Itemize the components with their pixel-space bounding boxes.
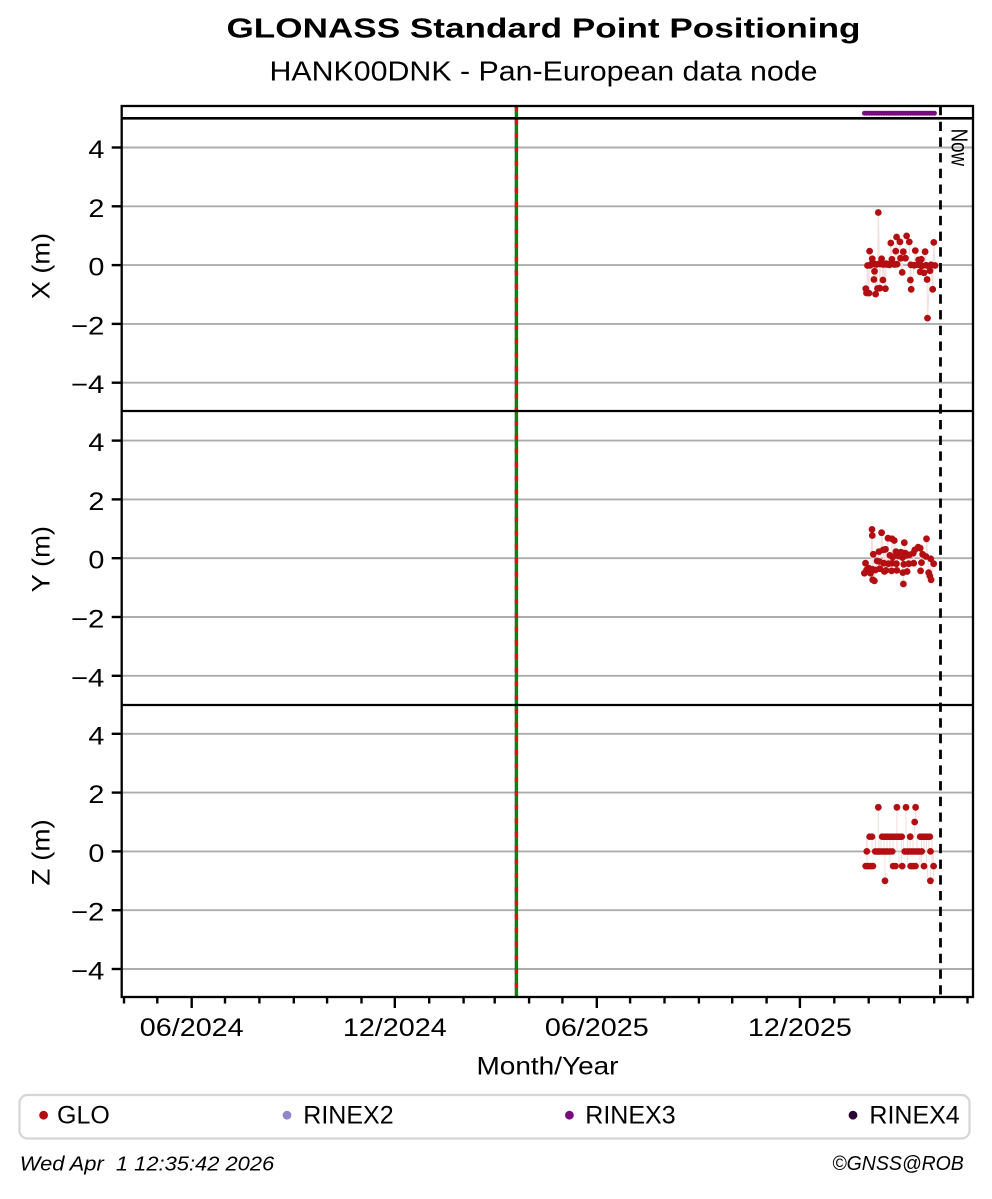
svg-text:RINEX2: RINEX2 — [303, 1101, 393, 1129]
svg-text:0: 0 — [88, 547, 104, 575]
svg-text:2: 2 — [88, 195, 104, 223]
svg-text:4: 4 — [88, 136, 104, 164]
svg-text:X (m): X (m) — [28, 233, 56, 299]
svg-text:Month/Year: Month/Year — [477, 1053, 619, 1081]
svg-text:12/2025: 12/2025 — [748, 1014, 852, 1042]
svg-text:Wed Apr 1 12:35:42 2026: Wed Apr 1 12:35:42 2026 — [20, 1154, 275, 1176]
svg-text:−2: −2 — [71, 606, 105, 634]
svg-text:Z (m): Z (m) — [28, 819, 56, 885]
svg-text:4: 4 — [88, 429, 104, 457]
svg-text:0: 0 — [88, 840, 104, 868]
svg-text:GLONASS Standard Point Positio: GLONASS Standard Point Positioning — [227, 13, 861, 44]
svg-text:Now: Now — [946, 129, 972, 167]
svg-text:2: 2 — [88, 488, 104, 516]
svg-text:©GNSS@ROB: ©GNSS@ROB — [832, 1153, 964, 1175]
svg-text:−4: −4 — [71, 371, 105, 399]
svg-text:0: 0 — [88, 254, 104, 282]
svg-text:GLO: GLO — [57, 1101, 110, 1129]
svg-text:4: 4 — [88, 722, 104, 750]
svg-text:−2: −2 — [71, 899, 105, 927]
svg-text:06/2025: 06/2025 — [545, 1014, 649, 1042]
svg-text:−4: −4 — [71, 664, 105, 692]
svg-text:RINEX3: RINEX3 — [585, 1101, 675, 1129]
svg-text:Y (m): Y (m) — [28, 526, 56, 592]
svg-text:RINEX4: RINEX4 — [869, 1101, 959, 1129]
svg-text:12/2024: 12/2024 — [343, 1014, 447, 1042]
svg-text:−4: −4 — [71, 958, 105, 986]
svg-text:06/2024: 06/2024 — [140, 1014, 244, 1042]
svg-text:2: 2 — [88, 781, 104, 809]
svg-text:−2: −2 — [71, 312, 105, 340]
svg-text:HANK00DNK - Pan-European data: HANK00DNK - Pan-European data node — [270, 55, 818, 86]
